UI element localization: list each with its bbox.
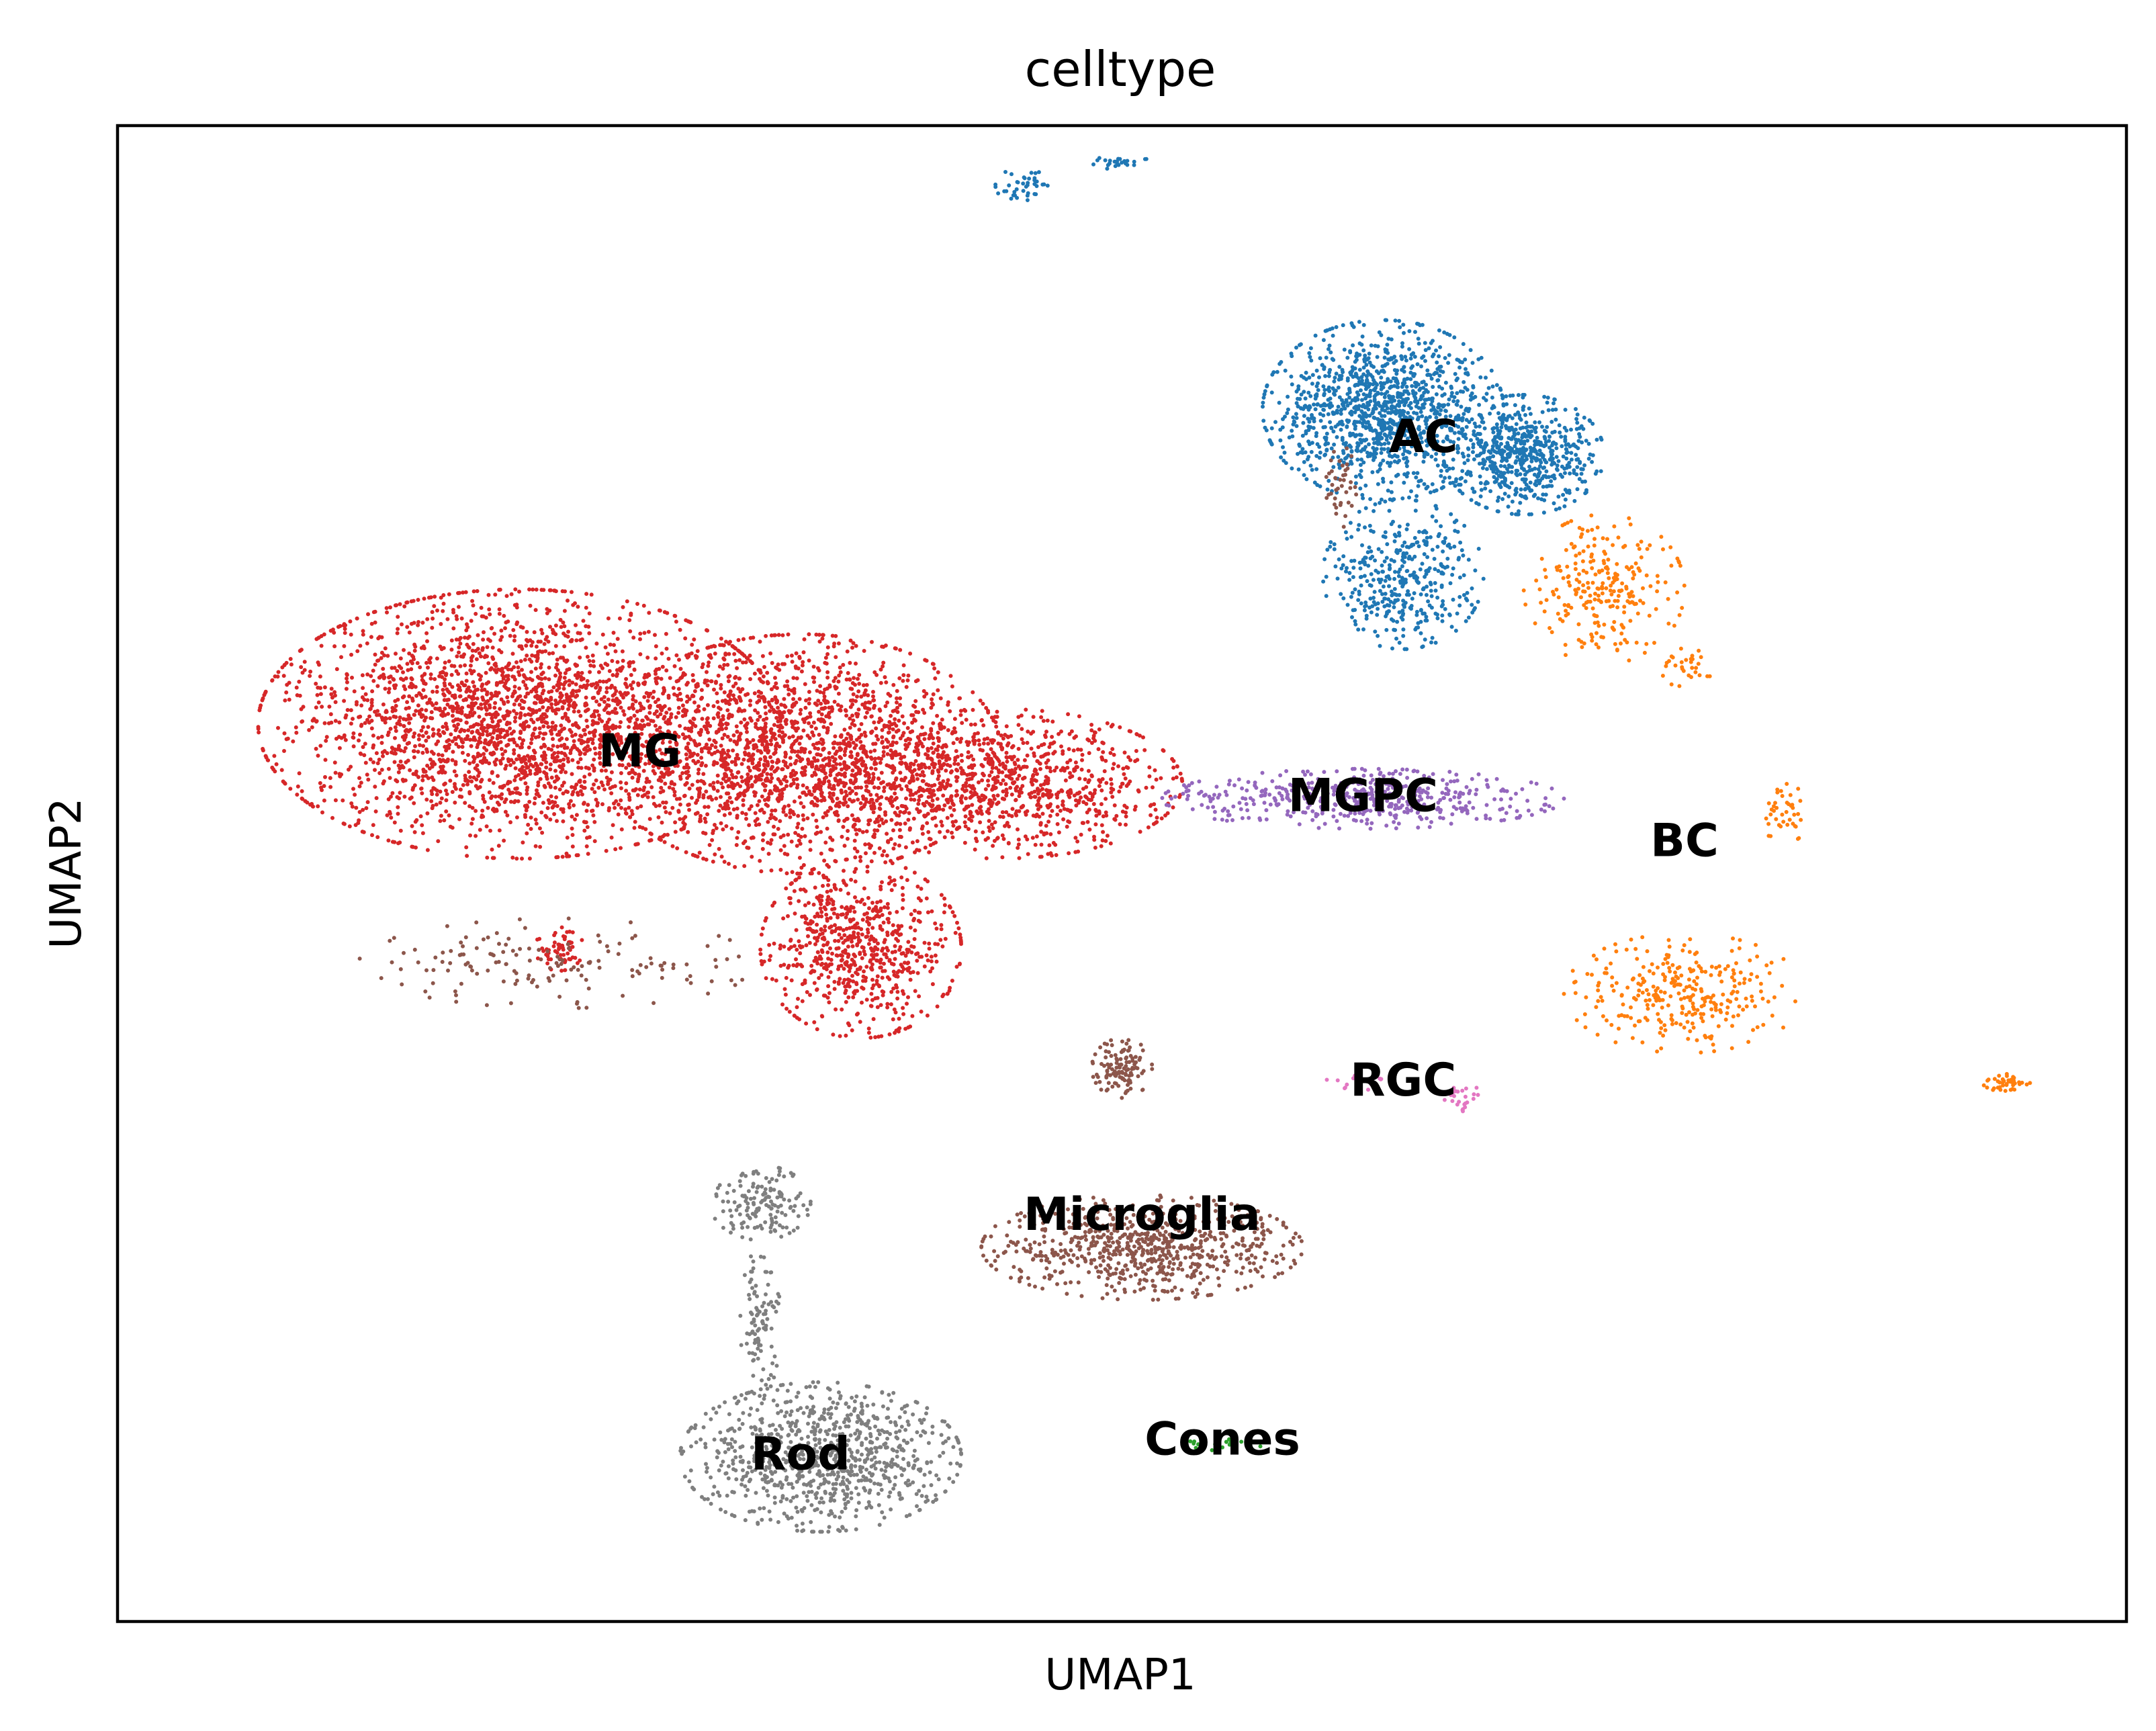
points-mg-cluster-1	[597, 632, 1003, 876]
points-mg-cluster-3	[758, 857, 963, 1040]
cluster-label-cones: Cones	[1144, 1413, 1300, 1466]
cluster-label-mgpc: MGPC	[1288, 770, 1438, 823]
series-ac	[993, 156, 1604, 652]
points-mg-cluster-4	[535, 925, 584, 973]
points-ac-cluster-2	[1321, 498, 1486, 652]
points-ac-cluster-1	[1441, 392, 1604, 517]
points-mgpc-cluster-0	[1160, 766, 1566, 831]
points-ac-cluster-3	[993, 170, 1050, 202]
points-mg-cluster-0	[256, 587, 782, 861]
cluster-label-rgc: RGC	[1350, 1054, 1456, 1107]
series-rod	[678, 1165, 964, 1534]
cluster-label-ac: AC	[1389, 410, 1458, 463]
points-rod-cluster-1	[713, 1165, 813, 1242]
points-microglia-cluster-0	[979, 1193, 1304, 1302]
cluster-label-rod: Rod	[751, 1428, 850, 1481]
points-microglia-cluster-1	[1090, 1038, 1155, 1100]
y-axis-label: UMAP2	[42, 797, 91, 948]
points-microglia-cluster-2	[357, 916, 745, 1010]
series-bc	[1521, 513, 2032, 1094]
cluster-label-bc: BC	[1650, 815, 1719, 868]
points-bc-cluster-4	[1981, 1071, 2032, 1094]
cluster-label-mg: MG	[598, 725, 681, 778]
cluster-labels: MG AC BC MGPC RGC Microglia Rod Cones	[598, 410, 1719, 1480]
cluster-label-microglia: Microglia	[1024, 1188, 1261, 1241]
points-rgc-cluster-1	[1442, 1085, 1480, 1114]
plot-frame	[116, 124, 2128, 1624]
points-rod-cluster-2	[738, 1254, 782, 1399]
series-mg	[256, 587, 1185, 1040]
points-rod-cluster-0	[678, 1380, 964, 1534]
points-ac-cluster-4	[1091, 156, 1149, 171]
points-bc-cluster-2	[1764, 782, 1803, 841]
series-cones	[1188, 1435, 1263, 1452]
series-rgc	[1324, 1073, 1480, 1114]
points-bc-cluster-0	[1521, 513, 1687, 663]
chart-title: celltype	[1025, 41, 1216, 97]
points-rgc-cluster-0	[1324, 1073, 1393, 1092]
series-mgpc	[1160, 766, 1566, 831]
points-layer	[256, 156, 2032, 1534]
x-axis-label: UMAP1	[1044, 1650, 1196, 1700]
points-bc-cluster-3	[1562, 935, 1797, 1055]
points-cones-cluster-0	[1188, 1435, 1263, 1452]
points-bc-cluster-1	[1660, 646, 1712, 689]
points-mg-cluster-2	[819, 707, 1185, 860]
points-ac-cluster-0	[1261, 318, 1506, 502]
series-microglia	[357, 446, 1359, 1302]
points-microglia-cluster-3	[1324, 446, 1359, 529]
